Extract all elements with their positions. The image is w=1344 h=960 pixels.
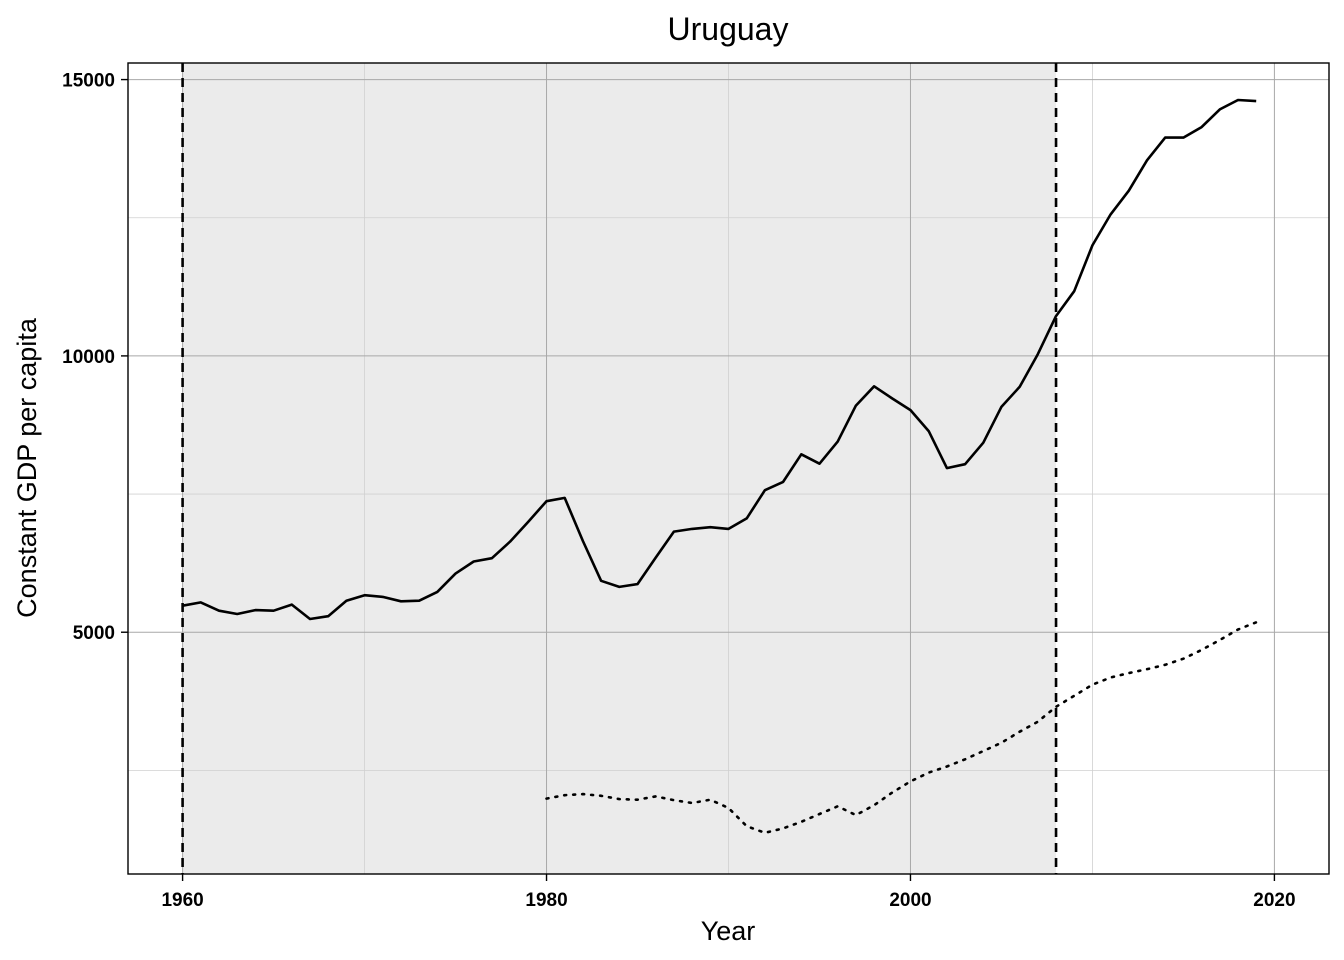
series-line-dotted bbox=[545, 620, 1258, 835]
y-tick-label: 5000 bbox=[73, 623, 115, 644]
series-line-solid bbox=[182, 98, 1257, 621]
x-tick-label: 1960 bbox=[161, 890, 203, 911]
plot-border bbox=[127, 62, 1330, 875]
plot-area: 1960 1980 2000 2020 5000 10000 15000 bbox=[62, 62, 1330, 911]
chart-title: Uruguay bbox=[668, 11, 789, 47]
x-tick-label: 1980 bbox=[525, 890, 567, 911]
y-tick-label: 15000 bbox=[62, 71, 115, 92]
x-tick-label: 2020 bbox=[1253, 890, 1295, 911]
x-axis-title: Year bbox=[701, 916, 756, 946]
x-tick-label: 2000 bbox=[889, 890, 931, 911]
y-tick-label: 10000 bbox=[62, 347, 115, 368]
shaded-region bbox=[182, 63, 1057, 874]
y-axis-title: Constant GDP per capita bbox=[12, 317, 42, 618]
